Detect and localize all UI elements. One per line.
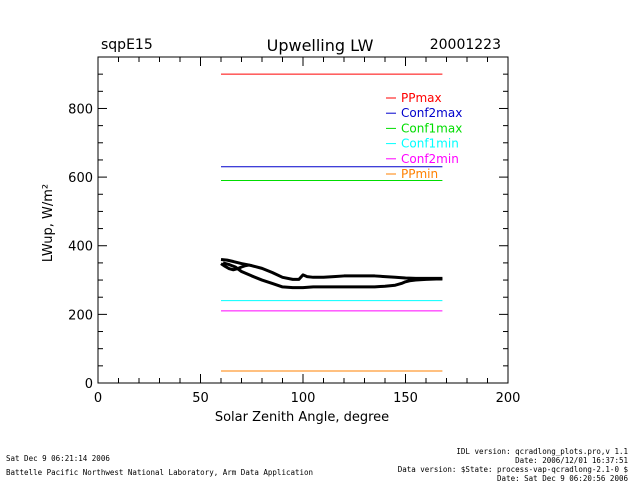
footer-version-line: Date: Sat Dec 9 06:20:56 2006	[497, 474, 628, 483]
footer-version-line: Data version: $State: process-vap-qcradl…	[397, 465, 628, 474]
lwup-series-line	[220, 262, 250, 272]
legend-label: Conf2min	[401, 152, 459, 166]
x-axis-label: Solar Zenith Angle, degree	[215, 410, 389, 425]
legend-label: PPmin	[401, 167, 438, 181]
footer-institution: Battelle Pacific Northwest National Labo…	[6, 468, 314, 477]
footer-version-line: Date: 2006/12/01 16:37:51	[515, 456, 628, 465]
legend-label: Conf1max	[401, 121, 462, 135]
x-tick-label: 0	[94, 391, 102, 406]
footer-version-info: IDL version: qcradlong_plots.pro,v 1.1 D…	[398, 447, 628, 483]
legend-label: Conf1min	[401, 137, 459, 151]
x-tick-label: 150	[393, 391, 418, 406]
y-tick-label: 0	[85, 377, 93, 392]
y-tick-label: 800	[68, 102, 93, 117]
footer-version-line: IDL version: qcradlong_plots.pro,v 1.1	[456, 447, 628, 456]
y-tick-label: 200	[68, 308, 93, 323]
x-tick-label: 50	[192, 391, 209, 406]
x-tick-label: 100	[291, 391, 316, 406]
limit-lines	[221, 73, 443, 372]
y-tick-label: 600	[68, 171, 93, 186]
plot-axes: 0 50 100 150 200 0 200 400 600 800	[68, 56, 521, 406]
footer-run-date: Sat Dec 9 06:21:14 2006	[6, 454, 110, 463]
x-tick-label: 200	[496, 391, 521, 406]
y-axis-label: LWup, W/m²	[41, 184, 56, 262]
y-tick-label: 400	[68, 240, 93, 255]
legend-label: Conf2max	[401, 106, 462, 120]
legend-label: PPmax	[401, 91, 442, 105]
lwup-series-line	[220, 257, 443, 281]
chart-date: 20001223	[429, 37, 501, 53]
lwup-series-line	[222, 261, 443, 290]
data-series	[220, 257, 443, 290]
site-label: sqpE15	[101, 37, 153, 53]
chart-title: Upwelling LW	[266, 36, 374, 55]
